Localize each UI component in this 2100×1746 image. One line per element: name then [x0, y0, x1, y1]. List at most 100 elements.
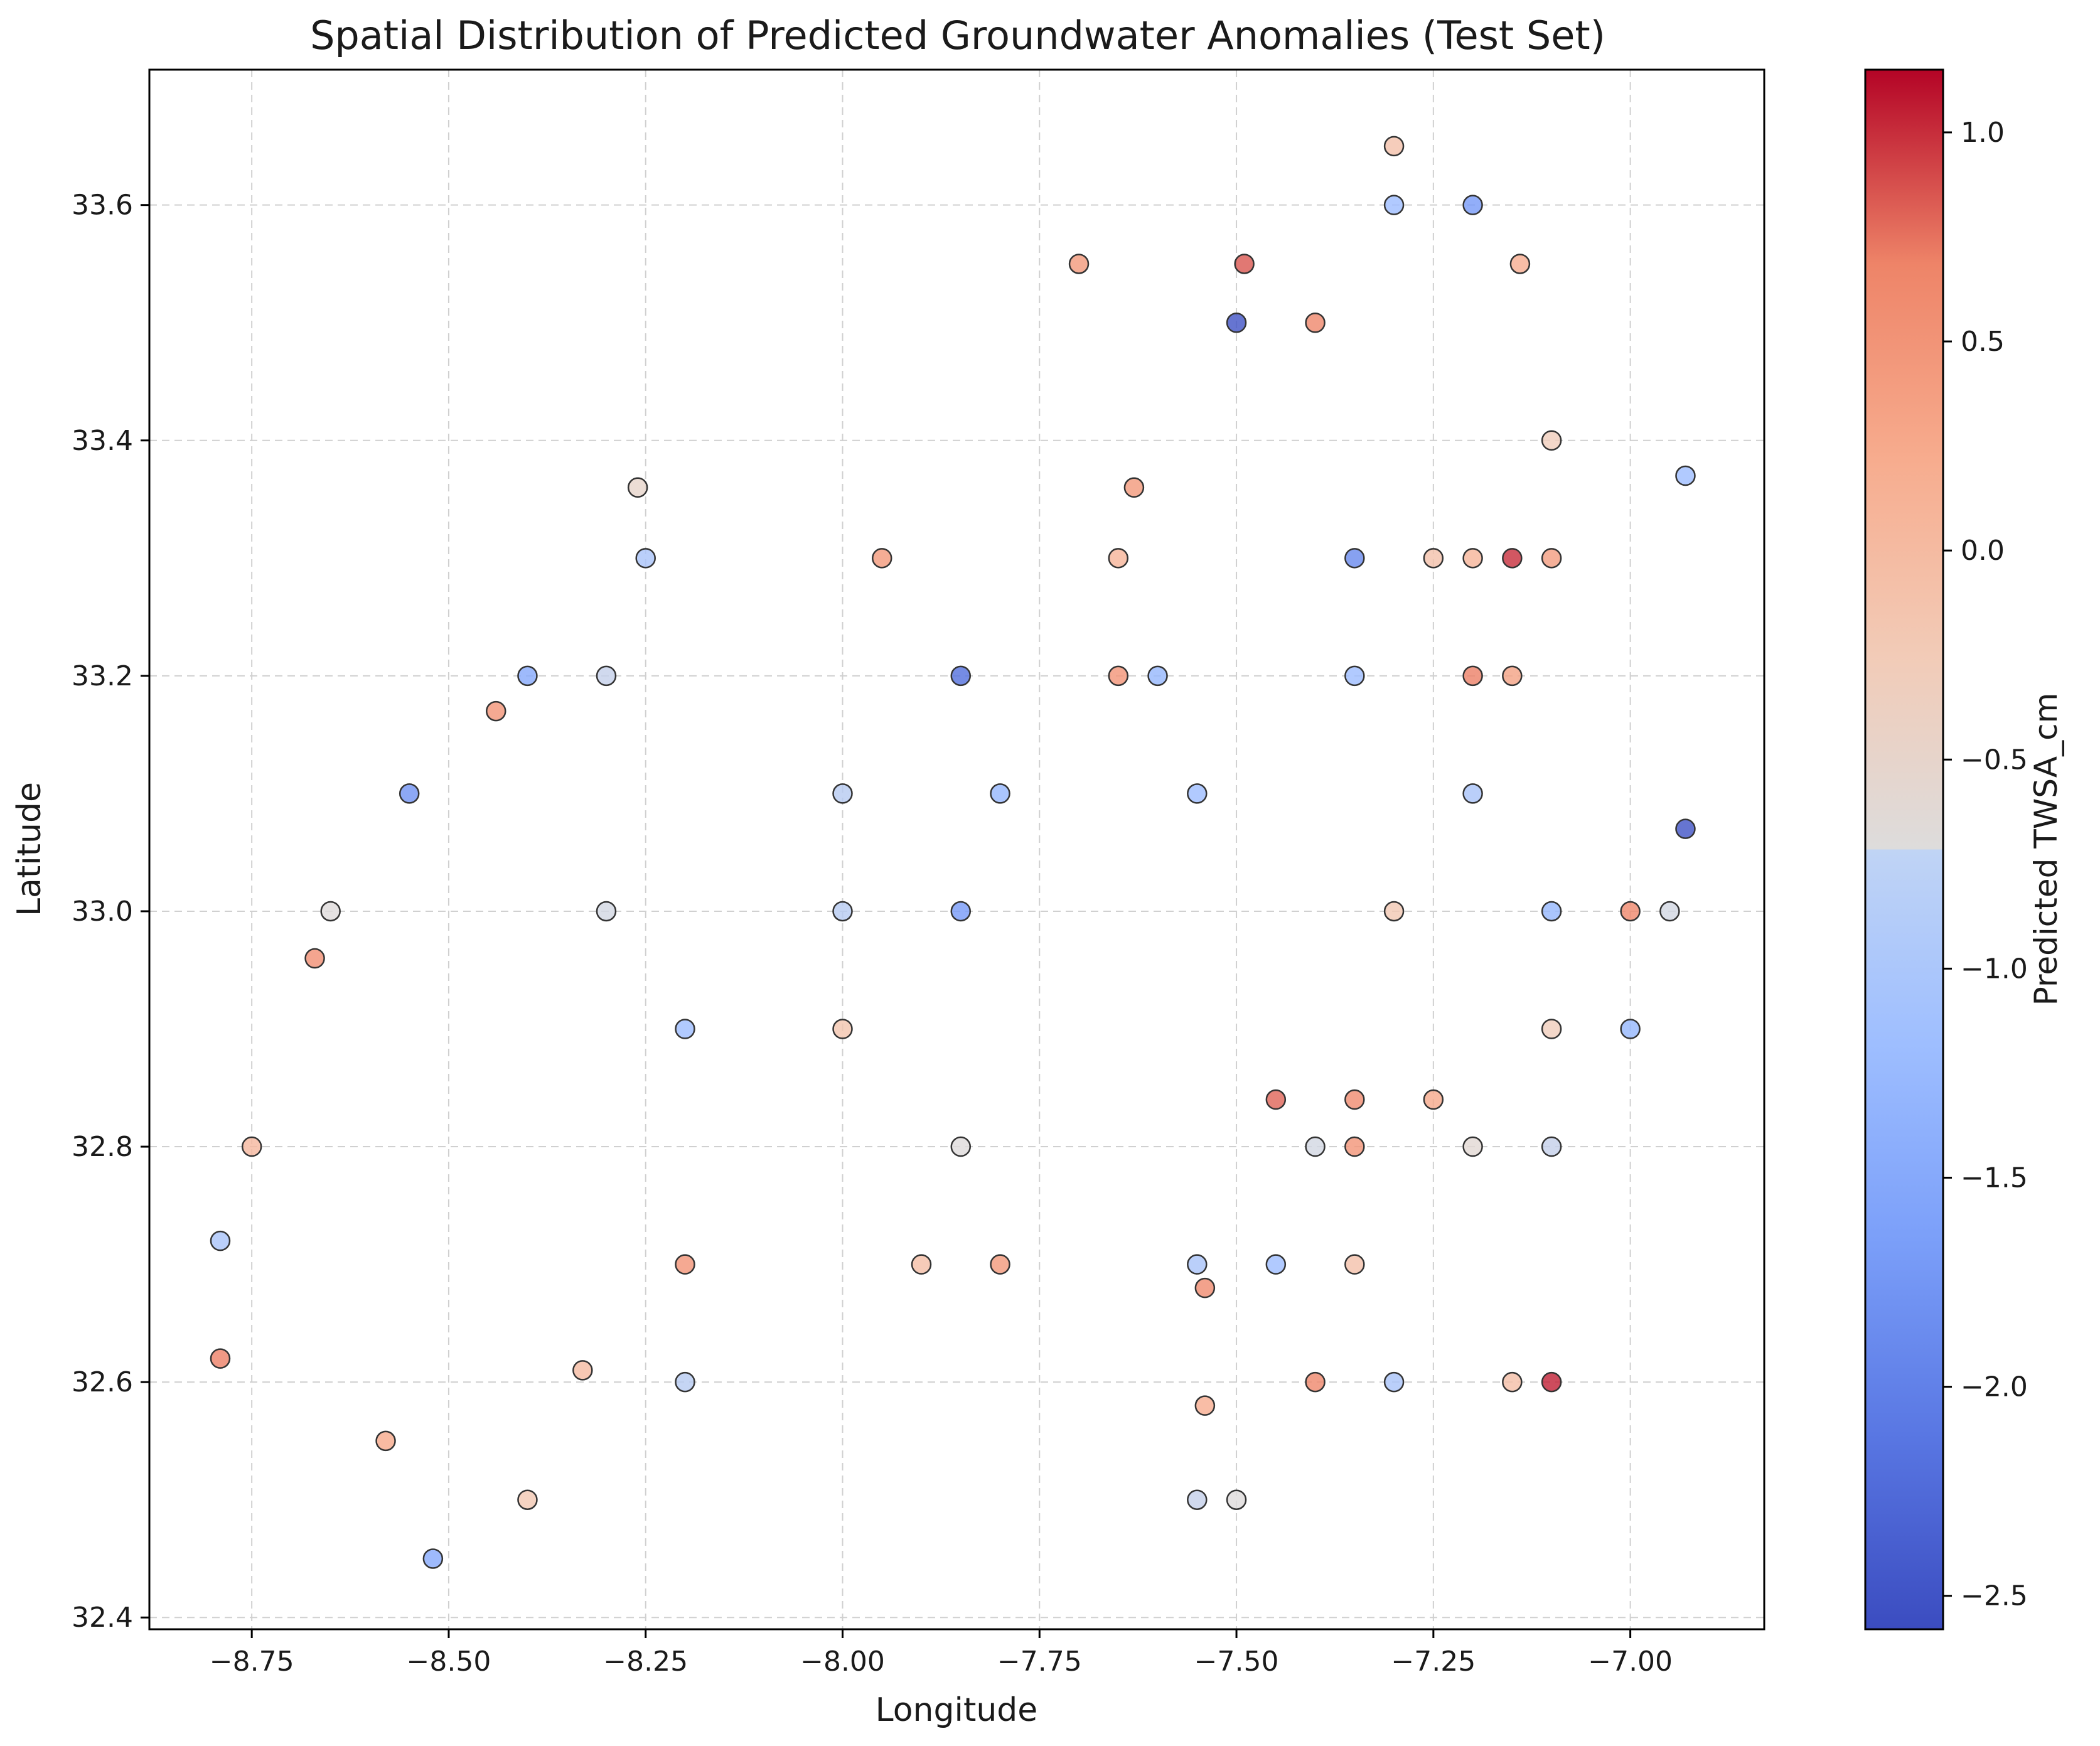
data-point: [911, 1254, 932, 1275]
data-point: [1265, 1254, 1287, 1275]
data-point: [1502, 1371, 1523, 1393]
data-point: [1305, 1371, 1326, 1393]
data-point: [1423, 1089, 1444, 1110]
data-point: [1462, 548, 1483, 569]
data-point: [596, 665, 617, 687]
data-point: [1383, 136, 1405, 157]
data-point: [304, 948, 325, 969]
data-point: [1502, 665, 1523, 687]
x-tick-label: −7.25: [1391, 1646, 1476, 1678]
grid-lines: [149, 70, 1764, 1629]
data-point: [517, 665, 538, 687]
y-axis-label: Latitude: [11, 782, 48, 916]
data-point: [1344, 548, 1365, 569]
data-point: [635, 548, 656, 569]
data-point: [1541, 430, 1562, 451]
data-point: [1541, 1136, 1562, 1157]
data-point: [675, 1254, 695, 1275]
data-point: [375, 1430, 396, 1452]
data-point: [572, 1360, 593, 1381]
data-point: [1541, 548, 1562, 569]
data-point: [1187, 783, 1208, 804]
data-point: [517, 1489, 538, 1510]
y-axis: 32.4 32.6 32.8 33.0 33.2 33.4 33.6: [72, 190, 149, 1634]
colorbar-tick-label: −2.0: [1961, 1371, 2028, 1403]
y-tick-label: 33.2: [72, 660, 133, 692]
data-point: [1226, 1489, 1247, 1510]
data-point: [627, 477, 648, 498]
colorbar-tick-label: 0.5: [1961, 326, 2005, 358]
data-points: [210, 136, 1696, 1569]
data-point: [1541, 1019, 1562, 1039]
data-point: [1462, 1136, 1483, 1157]
data-point: [832, 901, 853, 922]
data-point: [1462, 195, 1483, 215]
data-point: [1305, 312, 1326, 333]
data-point: [1194, 1277, 1216, 1299]
colorbar-tick-label: −1.0: [1961, 953, 2028, 985]
data-point: [1265, 1089, 1287, 1110]
data-point: [1675, 818, 1696, 839]
y-tick-label: 33.0: [72, 896, 133, 928]
colorbar-label: Predicted TWSA_cm: [2028, 693, 2064, 1006]
x-tick-label: −7.75: [997, 1646, 1082, 1678]
data-point: [1620, 1019, 1641, 1039]
data-point: [1226, 312, 1247, 333]
data-point: [1305, 1136, 1326, 1157]
data-point: [1675, 465, 1696, 486]
data-point: [675, 1371, 695, 1393]
x-tick-label: −8.00: [800, 1646, 885, 1678]
colorbar-tick-label: −2.5: [1961, 1580, 2028, 1612]
data-point: [1344, 1136, 1365, 1157]
data-point: [1620, 901, 1641, 922]
data-point: [1541, 901, 1562, 922]
colorbar: [1864, 68, 1944, 1631]
data-point: [1234, 254, 1255, 274]
colorbar-tick-label: 1.0: [1961, 117, 2005, 149]
data-point: [1108, 665, 1129, 687]
data-point: [1147, 665, 1168, 687]
data-point: [1383, 901, 1405, 922]
data-point: [1068, 254, 1090, 274]
data-point: [832, 783, 853, 804]
data-point: [1462, 783, 1483, 804]
colorbar-tick-label: 0.0: [1961, 535, 2005, 567]
data-point: [422, 1548, 444, 1569]
data-point: [1123, 477, 1145, 498]
data-point: [1383, 1371, 1405, 1393]
y-tick-label: 32.4: [72, 1602, 133, 1634]
data-point: [1344, 665, 1365, 687]
colorbar-tick-label: −0.5: [1961, 744, 2028, 776]
x-axis: −8.75 −8.50 −8.25 −8.00 −7.75 −7.50 −7.25 −7.00: [210, 1629, 1673, 1678]
data-point: [1541, 1371, 1562, 1393]
y-tick-label: 33.6: [72, 190, 133, 222]
x-tick-label: −7.00: [1588, 1646, 1673, 1678]
data-point: [1423, 548, 1444, 569]
y-tick-label: 33.4: [72, 425, 133, 457]
y-tick-label: 32.8: [72, 1131, 133, 1163]
data-point: [1383, 195, 1405, 215]
data-point: [1344, 1089, 1365, 1110]
data-point: [1659, 901, 1680, 922]
data-point: [320, 901, 341, 922]
data-point: [1509, 254, 1531, 274]
data-point: [872, 548, 892, 569]
x-axis-label: Longitude: [876, 1691, 1038, 1729]
data-point: [596, 901, 617, 922]
plot-area-frame: [148, 68, 1765, 1631]
data-point: [950, 1136, 972, 1157]
data-point: [1344, 1254, 1365, 1275]
colorbar-tick-label: −1.5: [1961, 1162, 2028, 1194]
data-point: [399, 783, 420, 804]
data-point: [210, 1348, 231, 1369]
data-point: [1187, 1254, 1208, 1275]
data-point: [950, 665, 972, 687]
data-point: [990, 1254, 1010, 1275]
x-tick-label: −8.25: [603, 1646, 688, 1678]
data-point: [1108, 548, 1129, 569]
data-point: [1187, 1489, 1208, 1510]
data-point: [950, 901, 972, 922]
data-point: [1502, 548, 1523, 569]
chart-title: Spatial Distribution of Predicted Ground…: [310, 13, 1605, 58]
